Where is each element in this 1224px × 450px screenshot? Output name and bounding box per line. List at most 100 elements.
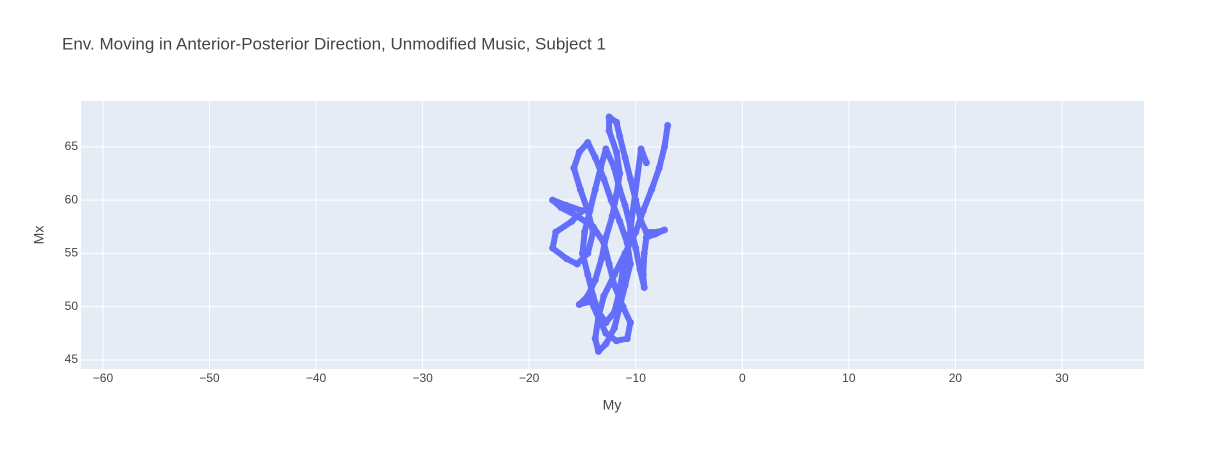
point: [619, 265, 627, 273]
point: [621, 281, 629, 289]
point: [639, 207, 647, 215]
point: [586, 207, 594, 215]
point: [636, 265, 644, 273]
point: [610, 271, 618, 279]
point: [549, 196, 557, 204]
point: [616, 217, 624, 225]
point: [640, 283, 648, 291]
point: [610, 308, 618, 316]
point: [570, 164, 578, 172]
point: [632, 228, 640, 236]
x-tick-label: −60: [93, 371, 114, 385]
point: [623, 335, 631, 343]
point: [594, 313, 602, 321]
y-tick-label: 50: [65, 299, 79, 313]
x-tick-label: 0: [739, 371, 746, 385]
point: [619, 303, 627, 311]
point: [613, 191, 621, 199]
point: [562, 201, 570, 209]
point: [587, 297, 595, 305]
x-tick-label: 20: [949, 371, 963, 385]
point: [591, 276, 599, 284]
point: [591, 335, 599, 343]
x-tick-label: −20: [519, 371, 540, 385]
x-tick-label: −30: [412, 371, 433, 385]
point: [600, 292, 608, 300]
point: [651, 230, 659, 238]
point: [616, 169, 624, 177]
point: [613, 148, 621, 156]
point: [623, 249, 631, 257]
point: [576, 185, 584, 193]
point: [626, 223, 634, 231]
point: [608, 212, 616, 220]
x-tick-label: −10: [626, 371, 647, 385]
point: [581, 228, 589, 236]
point: [578, 207, 586, 215]
point: [610, 324, 618, 332]
point: [562, 255, 570, 263]
y-tick-label: 60: [65, 192, 79, 206]
point: [591, 185, 599, 193]
point: [549, 244, 557, 252]
x-tick-label: 30: [1055, 371, 1069, 385]
y-tick-label: 65: [65, 139, 79, 153]
point: [602, 319, 610, 327]
point: [648, 185, 656, 193]
point: [605, 260, 613, 268]
chart-title: Env. Moving in Anterior-Posterior Direct…: [62, 34, 606, 53]
point: [632, 196, 640, 204]
point: [584, 271, 592, 279]
point: [591, 153, 599, 161]
x-tick-label: −40: [306, 371, 327, 385]
point: [600, 175, 608, 183]
point: [597, 164, 605, 172]
point: [568, 217, 576, 225]
y-tick-label: 45: [65, 352, 79, 366]
point: [584, 292, 592, 300]
point: [575, 301, 583, 309]
point: [623, 239, 631, 247]
point: [626, 175, 634, 183]
point: [616, 132, 624, 140]
x-tick-label: −50: [199, 371, 220, 385]
point: [655, 164, 663, 172]
point: [584, 139, 592, 147]
point: [578, 249, 586, 257]
point: [642, 233, 650, 241]
point: [602, 145, 610, 153]
point: [613, 337, 621, 345]
point: [584, 249, 592, 257]
point: [602, 329, 610, 337]
point: [607, 196, 615, 204]
point: [639, 271, 647, 279]
point: [621, 153, 629, 161]
point: [575, 148, 583, 156]
point: [573, 212, 581, 220]
x-tick-label: 10: [842, 371, 856, 385]
x-axis-title: My: [603, 397, 622, 413]
point: [642, 228, 650, 236]
point: [637, 145, 645, 153]
point: [642, 159, 650, 167]
point: [573, 260, 581, 268]
point: [616, 287, 624, 295]
y-tick-label: 55: [65, 246, 79, 260]
point: [557, 204, 565, 212]
point: [610, 281, 618, 289]
point: [594, 308, 602, 316]
point: [589, 292, 597, 300]
point: [600, 239, 608, 247]
y-axis-title: Mx: [31, 226, 47, 245]
point: [637, 217, 645, 225]
point: [640, 249, 648, 257]
point: [602, 340, 610, 348]
point: [605, 113, 613, 121]
point: [621, 201, 629, 209]
point: [605, 127, 613, 135]
point: [613, 118, 621, 126]
point: [664, 122, 672, 130]
point: [598, 255, 606, 263]
point: [552, 228, 560, 236]
